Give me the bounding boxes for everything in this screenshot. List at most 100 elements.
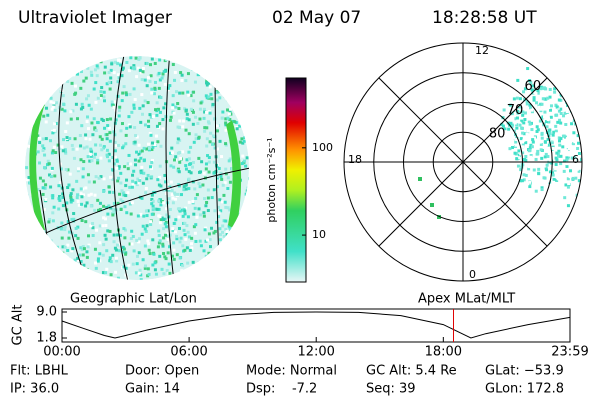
pixel (225, 96, 229, 100)
pixel (39, 61, 43, 65)
pixel (591, 191, 594, 194)
pixel (123, 205, 127, 209)
pixel (515, 96, 519, 100)
pixel (516, 164, 520, 168)
pixel (187, 132, 191, 136)
pixel (573, 143, 577, 147)
pixel (92, 117, 96, 121)
pixel (157, 229, 161, 233)
pixel (231, 102, 235, 106)
pixel (103, 71, 107, 75)
pixel (191, 165, 195, 169)
pixel (205, 110, 209, 114)
pixel (520, 119, 524, 123)
pixel (573, 138, 577, 142)
pixel (576, 146, 580, 150)
pixel (214, 263, 218, 267)
pixel (32, 256, 36, 260)
pixel (100, 86, 104, 90)
info-field: Gain: 14 (125, 382, 180, 397)
pixel (101, 224, 105, 228)
pixel (589, 100, 592, 103)
pixel (528, 103, 532, 107)
pixel (101, 271, 105, 275)
pixel (582, 136, 585, 139)
pixel (580, 99, 582, 103)
lon-line (165, 56, 176, 280)
pixel (572, 131, 576, 135)
pixel (226, 108, 230, 112)
pixel (237, 269, 241, 273)
pixel (215, 129, 219, 133)
pixel (53, 122, 57, 126)
pixel (520, 179, 524, 183)
pixel (51, 149, 55, 153)
pixel (233, 89, 237, 93)
pixel (583, 202, 586, 205)
pixel (589, 200, 592, 203)
pixel (130, 185, 134, 189)
pixel (595, 104, 598, 107)
pixel (169, 115, 173, 119)
altitude-line (61, 311, 571, 339)
pixel (520, 126, 524, 130)
pixel (117, 165, 121, 169)
pixel (219, 270, 223, 274)
pixel (569, 147, 573, 151)
pixel (195, 193, 199, 197)
pixel (588, 112, 591, 115)
pixel (164, 233, 168, 237)
pixel (60, 56, 64, 60)
pixel (25, 194, 29, 198)
pixel (155, 113, 159, 117)
pixel (592, 128, 595, 131)
pixel (193, 279, 197, 280)
pixel (552, 177, 556, 181)
pixel (41, 186, 45, 190)
pixel (585, 106, 588, 109)
pixel (430, 203, 434, 207)
pixel (68, 266, 72, 270)
pixel (30, 80, 34, 84)
pixel (540, 156, 544, 160)
pixel (247, 60, 249, 64)
pixel (596, 104, 599, 107)
pixel (107, 159, 111, 163)
pixel (52, 145, 56, 149)
pixel (558, 173, 562, 177)
pixel (245, 156, 249, 160)
pixel (219, 209, 223, 213)
pixel (148, 165, 152, 169)
pixel (588, 121, 591, 124)
pixel (203, 129, 207, 133)
pixel (113, 133, 117, 137)
pixel (54, 151, 58, 155)
pixel (248, 101, 249, 105)
pixel (549, 115, 553, 119)
pixel (41, 264, 45, 268)
pixel (104, 224, 108, 228)
pixel (507, 127, 511, 131)
pixel (171, 227, 175, 231)
pixel (105, 82, 109, 86)
pixel (190, 246, 194, 250)
pixel (122, 193, 126, 197)
pixel (33, 276, 37, 280)
pixel (228, 276, 232, 280)
pixel (230, 259, 234, 263)
pixel (145, 224, 149, 228)
pixel (44, 69, 48, 73)
pixel (241, 154, 245, 158)
pixel (510, 112, 514, 116)
pixel (518, 86, 522, 90)
pixel (30, 108, 34, 112)
pixel (124, 133, 128, 137)
pixel (91, 279, 95, 280)
pixel (539, 142, 543, 146)
pixel (193, 231, 197, 235)
pixel (60, 107, 64, 111)
pixel (67, 230, 71, 234)
pixel (531, 138, 535, 142)
tick-label: 10 (312, 228, 326, 241)
pixel (514, 143, 518, 147)
